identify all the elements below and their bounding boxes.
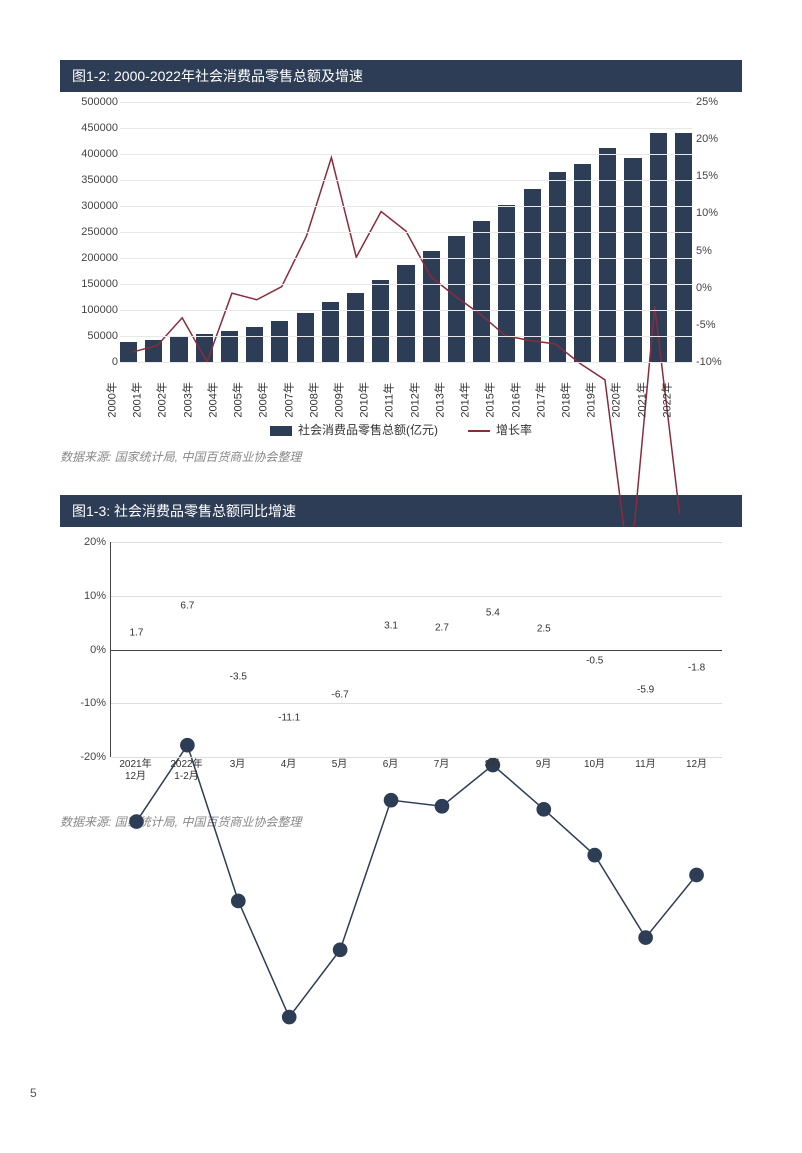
legend-line-label: 增长率 (496, 423, 532, 437)
data-label: -0.5 (586, 656, 603, 667)
legend-bar: 社会消费品零售总额(亿元) (270, 421, 438, 438)
chart-2-plot: 1.7 6.7 -3.5 -11.1 -6.7 3.1 2.7 5.4 2.5 -0.5 -5.9 -… (110, 542, 722, 757)
chart-1-area: 0500001000001500002000002500003000003500… (60, 92, 742, 442)
data-label: -1.8 (688, 663, 705, 674)
data-label: 1.7 (130, 628, 144, 639)
chart-1-left-axis: 0500001000001500002000002500003000003500… (66, 102, 118, 362)
page-number: 5 (30, 1086, 37, 1100)
chart-2-area: -20%-10%0%10%20% 1.7 6.7 -3.5 -11.1 -6.7 3.1 2… (60, 527, 742, 807)
data-label: 2.5 (537, 624, 551, 635)
chart-1-legend: 社会消费品零售总额(亿元) 增长率 (60, 421, 742, 438)
chart-2-x-axis: 2021年12月2022年1-2月3月4月5月6月7月8月9月10月11月12月 (110, 759, 722, 789)
chart-1-plot (120, 102, 692, 362)
legend-bar-swatch (270, 426, 292, 436)
chart-1-right-axis: -10%-5%0%5%10%15%20%25% (696, 102, 736, 362)
chart-1-x-axis: 2000年2001年2002年2003年2004年2005年2006年2007年… (120, 364, 692, 414)
legend-line: 增长率 (468, 421, 532, 438)
data-label: -5.9 (637, 685, 654, 696)
chart-2-line (111, 542, 722, 1153)
chart-2-y-axis: -20%-10%0%10%20% (66, 542, 106, 757)
data-label: -6.7 (332, 689, 349, 700)
chart-1-title: 图1-2: 2000-2022年社会消费品零售总额及增速 (60, 60, 742, 92)
legend-line-swatch (468, 430, 490, 432)
chart-2-section: 图1-3: 社会消费品零售总额同比增速 -20%-10%0%10%20% 1.7… (60, 495, 742, 830)
data-label: -11.1 (278, 713, 300, 724)
data-label: -3.5 (230, 672, 247, 683)
chart-1-section: 图1-2: 2000-2022年社会消费品零售总额及增速 05000010000… (60, 60, 742, 465)
legend-bar-label: 社会消费品零售总额(亿元) (298, 423, 438, 437)
data-label: 5.4 (486, 608, 500, 619)
data-label: 3.1 (384, 620, 398, 631)
data-label: 6.7 (180, 601, 194, 612)
data-label: 2.7 (435, 622, 449, 633)
